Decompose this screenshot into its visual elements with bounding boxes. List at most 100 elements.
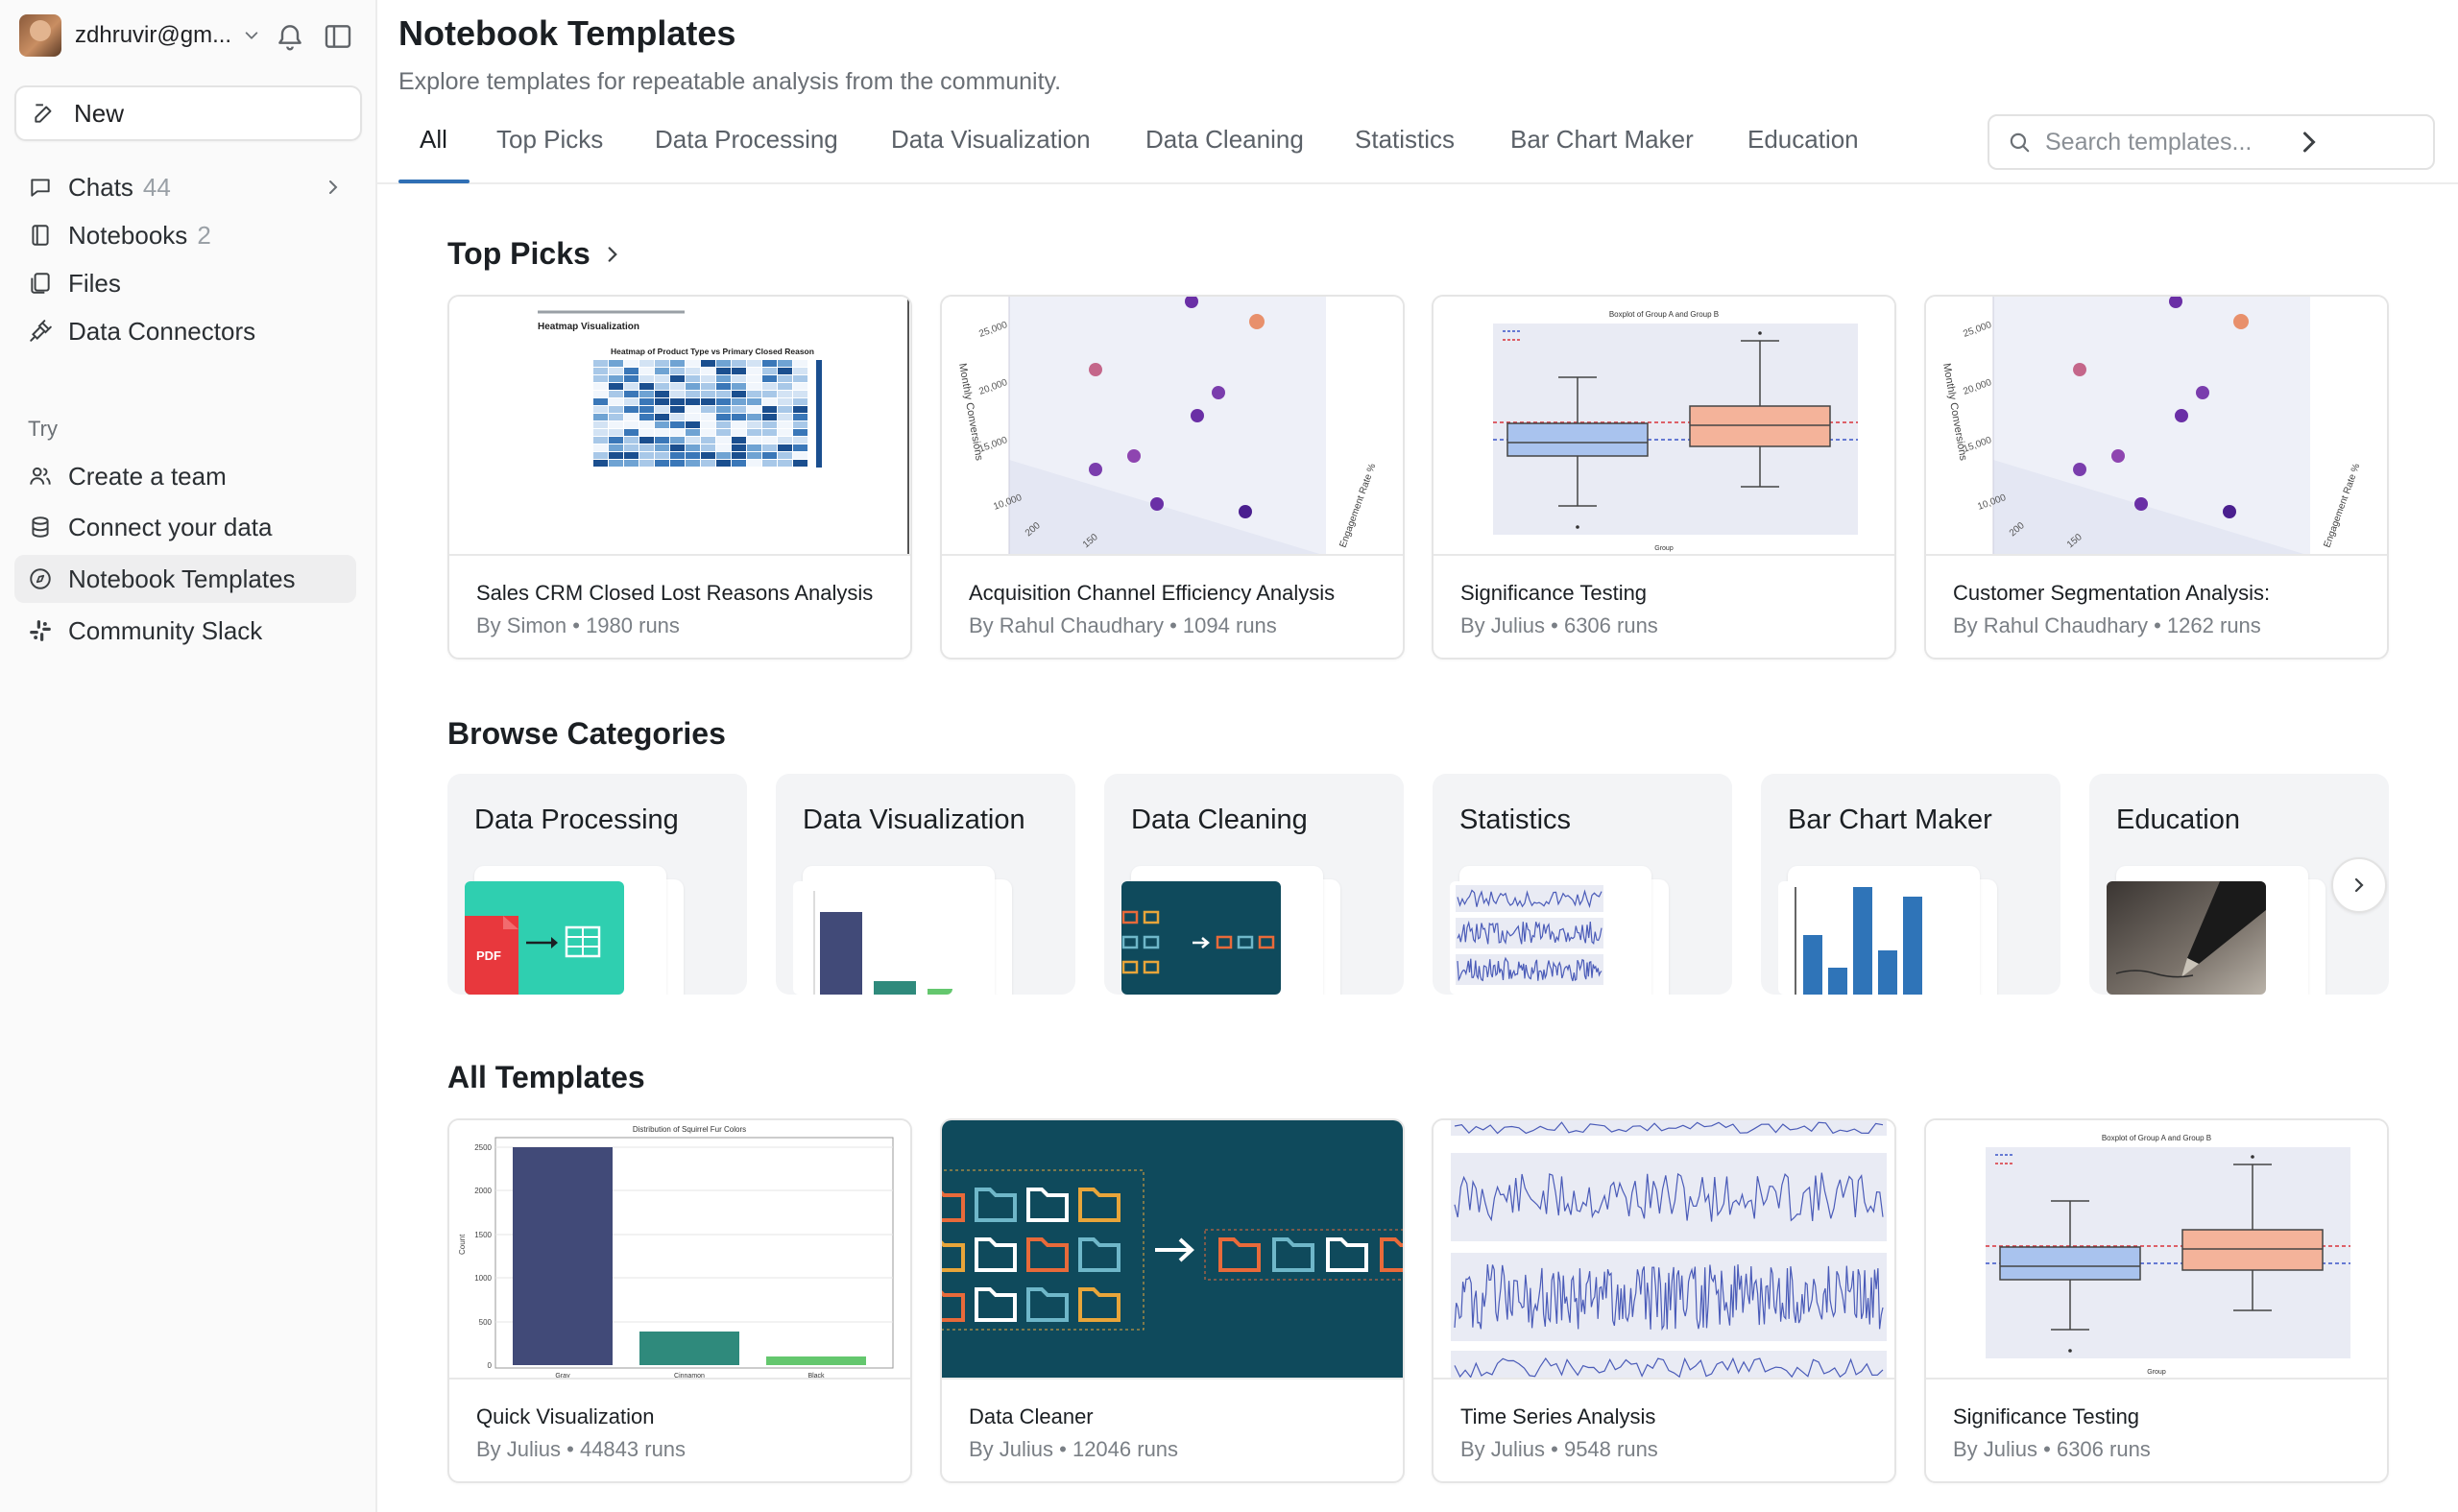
svg-text:1500: 1500 bbox=[474, 1231, 492, 1239]
heatmap-cell bbox=[747, 452, 761, 459]
tab-all[interactable]: All bbox=[420, 125, 447, 154]
template-card[interactable]: Boxplot of Group A and Group B Group Sig… bbox=[1924, 1118, 2389, 1483]
card-meta: By Julius • 12046 runs bbox=[969, 1437, 1179, 1461]
series-line bbox=[1454, 1172, 1884, 1222]
tab-data-processing[interactable]: Data Processing bbox=[655, 125, 838, 154]
heatmap-cell bbox=[793, 368, 807, 374]
axis-label: Group bbox=[1654, 545, 1674, 552]
heatmap-cell bbox=[793, 391, 807, 397]
folder-icon bbox=[1078, 1287, 1121, 1322]
tab-data-visualization[interactable]: Data Visualization bbox=[891, 125, 1091, 154]
template-card[interactable]: Time Series Analysis By Julius • 9548 ru… bbox=[1432, 1118, 1896, 1483]
sidebar-item-chats[interactable]: Chats 44 bbox=[14, 163, 356, 211]
boxplot-title: Boxplot of Group A and Group B bbox=[2102, 1134, 2211, 1142]
heatmap-cell bbox=[639, 391, 654, 397]
heatmap-cell bbox=[762, 375, 777, 382]
tab-bar-chart-maker[interactable]: Bar Chart Maker bbox=[1510, 125, 1694, 154]
active-tab-indicator bbox=[398, 180, 470, 183]
carousel-next-button[interactable] bbox=[2331, 857, 2387, 913]
bell-icon[interactable] bbox=[275, 21, 305, 52]
category-card-bar-chart-maker[interactable]: Bar Chart Maker bbox=[1761, 774, 2060, 995]
heatmap-cell bbox=[686, 375, 700, 382]
template-card[interactable]: Data Cleaner By Julius • 12046 runs bbox=[940, 1118, 1405, 1483]
account-switcher[interactable]: zdhruvir@gm... bbox=[19, 14, 260, 57]
heatmap-cell bbox=[609, 383, 623, 390]
category-card-education[interactable]: Education bbox=[2089, 774, 2389, 995]
heatmap-cell bbox=[609, 460, 623, 467]
sidebar-item-label: Notebooks bbox=[68, 220, 188, 250]
heatmap-cell bbox=[716, 444, 731, 451]
heatmap-cell bbox=[686, 429, 700, 436]
chevron-right-icon bbox=[2354, 877, 2364, 893]
tab-top-picks[interactable]: Top Picks bbox=[496, 125, 604, 154]
category-card-statistics[interactable]: Statistics bbox=[1433, 774, 1732, 995]
heatmap-cell bbox=[686, 383, 700, 390]
heatmap-cell bbox=[655, 391, 669, 397]
folder-icon bbox=[1026, 1188, 1069, 1222]
card-meta: By Julius • 6306 runs bbox=[1460, 613, 1658, 637]
heatmap-cell bbox=[732, 398, 746, 405]
heatmap-cell bbox=[747, 383, 761, 390]
heatmap-cell bbox=[747, 460, 761, 467]
category-card-data-cleaning[interactable]: Data Cleaning bbox=[1104, 774, 1404, 995]
sidebar-item-community-slack[interactable]: Community Slack bbox=[14, 607, 356, 655]
heatmap-cell bbox=[670, 444, 685, 451]
heatmap-cell bbox=[701, 375, 715, 382]
tab-statistics[interactable]: Statistics bbox=[1355, 125, 1456, 154]
new-button[interactable]: New bbox=[14, 85, 362, 141]
category-card-data-visualization[interactable]: Data Visualization bbox=[776, 774, 1075, 995]
search-box[interactable] bbox=[1988, 114, 2435, 170]
template-card[interactable]: Boxplot of Group A and Group B Group Sig… bbox=[1432, 295, 1896, 660]
heatmap-cell bbox=[762, 429, 777, 436]
tab-data-cleaning[interactable]: Data Cleaning bbox=[1145, 125, 1304, 154]
database-icon bbox=[32, 516, 49, 538]
sidebar-item-create-team[interactable]: Create a team bbox=[14, 452, 356, 500]
card-title: Data Cleaner bbox=[969, 1404, 1094, 1428]
sidebar-item-files[interactable]: Files bbox=[14, 259, 356, 307]
chevron-right-icon bbox=[329, 180, 338, 194]
sidebar-item-notebooks[interactable]: Notebooks 2 bbox=[14, 211, 356, 259]
heatmap-cell bbox=[793, 360, 807, 367]
tick-label: Cinnamon bbox=[674, 1373, 705, 1380]
heatmap-cell bbox=[609, 360, 623, 367]
heatmap-cell bbox=[701, 421, 715, 428]
heatmap-cell bbox=[670, 460, 685, 467]
card-meta: By Julius • 6306 runs bbox=[1953, 1437, 2151, 1461]
template-card[interactable]: Distribution of Squirrel Fur Colors 2500… bbox=[447, 1118, 912, 1483]
section-title: Browse Categories bbox=[447, 716, 726, 751]
heatmap-cell bbox=[778, 460, 792, 467]
sidebar-item-connect-data[interactable]: Connect your data bbox=[14, 503, 356, 551]
heatmap-cell bbox=[639, 368, 654, 374]
sidebar-toggle-icon[interactable] bbox=[323, 21, 353, 52]
template-card[interactable]: Heatmap Visualization Heatmap of Product… bbox=[447, 295, 912, 660]
heatmap-cell bbox=[655, 421, 669, 428]
folder-icon bbox=[1078, 1188, 1121, 1222]
heatmap-cell bbox=[655, 368, 669, 374]
category-thumbnail bbox=[1778, 881, 1938, 995]
top-picks-heading[interactable]: Top Picks bbox=[447, 236, 623, 272]
heatmap-cell bbox=[793, 421, 807, 428]
card-thumbnail: Monthly Conversions 25,000 20,000 15,000… bbox=[942, 297, 1403, 556]
heatmap-cell bbox=[778, 375, 792, 382]
category-thumbnail: PDF bbox=[465, 881, 624, 995]
template-card[interactable]: Monthly Conversions 25,000 20,000 15,000… bbox=[1924, 295, 2389, 660]
tab-education[interactable]: Education bbox=[1747, 125, 1859, 154]
heatmap-cell bbox=[732, 368, 746, 374]
svg-text:2000: 2000 bbox=[474, 1187, 492, 1195]
heatmap-cell bbox=[624, 421, 639, 428]
slack-icon bbox=[30, 620, 51, 641]
scatter3d-thumbnail: Monthly Conversions 25,000 20,000 15,000… bbox=[1926, 297, 2387, 554]
sidebar-item-notebook-templates[interactable]: Notebook Templates bbox=[14, 555, 356, 603]
sidebar-item-data-connectors[interactable]: Data Connectors bbox=[14, 307, 356, 355]
card-thumbnail: Distribution of Squirrel Fur Colors 2500… bbox=[449, 1120, 910, 1380]
notebooks-count: 2 bbox=[197, 220, 211, 250]
heatmap-cell bbox=[732, 460, 746, 467]
series-line bbox=[1454, 1121, 1884, 1135]
template-card[interactable]: Monthly Conversions 25,000 20,000 15,000… bbox=[940, 295, 1405, 660]
heatmap-cell bbox=[732, 360, 746, 367]
heatmap-cell bbox=[732, 444, 746, 451]
category-title: Bar Chart Maker bbox=[1788, 804, 1992, 835]
heatmap-cell bbox=[639, 429, 654, 436]
category-card-data-processing[interactable]: Data Processing PDF bbox=[447, 774, 747, 995]
search-input[interactable] bbox=[2045, 128, 2410, 156]
